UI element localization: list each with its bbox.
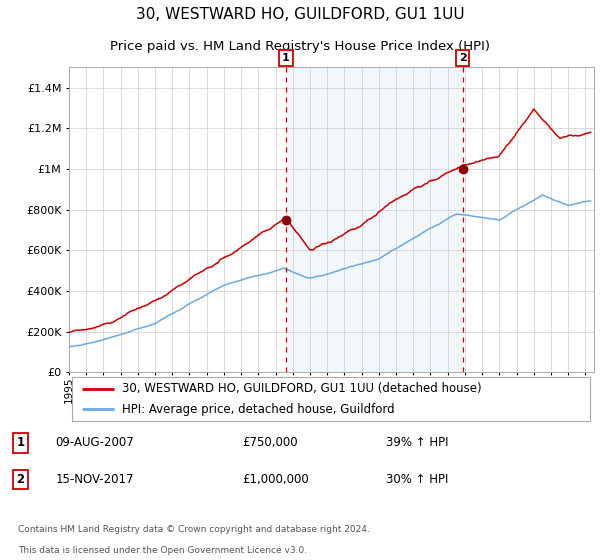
FancyBboxPatch shape bbox=[71, 377, 590, 421]
Text: 09-AUG-2007: 09-AUG-2007 bbox=[55, 436, 134, 450]
Text: 39% ↑ HPI: 39% ↑ HPI bbox=[386, 436, 449, 450]
Text: HPI: Average price, detached house, Guildford: HPI: Average price, detached house, Guil… bbox=[121, 403, 394, 416]
Bar bbox=[286, 67, 463, 372]
Text: This data is licensed under the Open Government Licence v3.0.: This data is licensed under the Open Gov… bbox=[18, 546, 307, 555]
Text: 1: 1 bbox=[17, 436, 25, 450]
Text: 2: 2 bbox=[17, 473, 25, 486]
Text: 15-NOV-2017: 15-NOV-2017 bbox=[55, 473, 134, 486]
Text: Contains HM Land Registry data © Crown copyright and database right 2024.: Contains HM Land Registry data © Crown c… bbox=[18, 525, 370, 534]
Text: 1: 1 bbox=[282, 53, 290, 63]
Text: 30, WESTWARD HO, GUILDFORD, GU1 1UU (detached house): 30, WESTWARD HO, GUILDFORD, GU1 1UU (det… bbox=[121, 382, 481, 395]
Text: 30% ↑ HPI: 30% ↑ HPI bbox=[386, 473, 449, 486]
Text: Price paid vs. HM Land Registry's House Price Index (HPI): Price paid vs. HM Land Registry's House … bbox=[110, 40, 490, 53]
Text: £750,000: £750,000 bbox=[242, 436, 298, 450]
Text: £1,000,000: £1,000,000 bbox=[242, 473, 309, 486]
Text: 2: 2 bbox=[459, 53, 467, 63]
Text: 30, WESTWARD HO, GUILDFORD, GU1 1UU: 30, WESTWARD HO, GUILDFORD, GU1 1UU bbox=[136, 7, 464, 22]
